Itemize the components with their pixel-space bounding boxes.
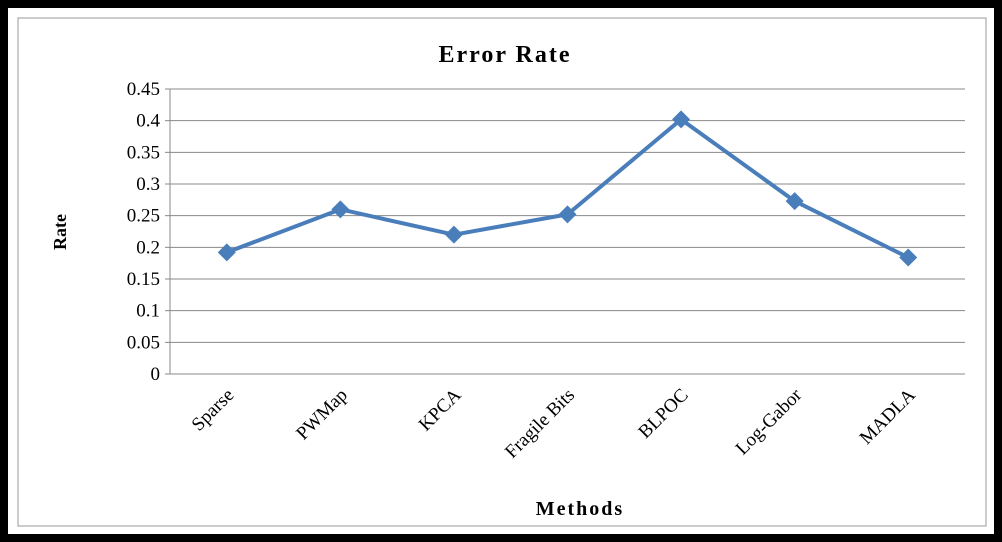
y-tick-label: 0.3 <box>136 174 160 195</box>
y-tick-label: 0.45 <box>127 79 160 100</box>
marker <box>785 192 804 211</box>
y-tick-label: 0.1 <box>136 301 160 322</box>
y-tick-label: 0.2 <box>136 237 160 258</box>
marker <box>217 243 236 262</box>
y-tick-label: 0.05 <box>127 332 160 353</box>
marker <box>331 200 350 219</box>
marker <box>558 205 577 224</box>
x-axis-label: Methods <box>536 498 624 520</box>
y-axis-label: Rate <box>50 214 70 250</box>
chart-title: Error Rate <box>438 42 571 68</box>
y-tick-label: 0.35 <box>127 142 160 163</box>
y-tick-label: 0.4 <box>136 111 160 132</box>
chart-frame <box>17 17 987 527</box>
marker <box>672 110 691 129</box>
y-tick-label: 0 <box>151 364 161 385</box>
marker <box>899 248 918 267</box>
y-tick-label: 0.25 <box>127 206 160 227</box>
y-tick-label: 0.15 <box>127 269 160 290</box>
marker <box>444 225 463 244</box>
